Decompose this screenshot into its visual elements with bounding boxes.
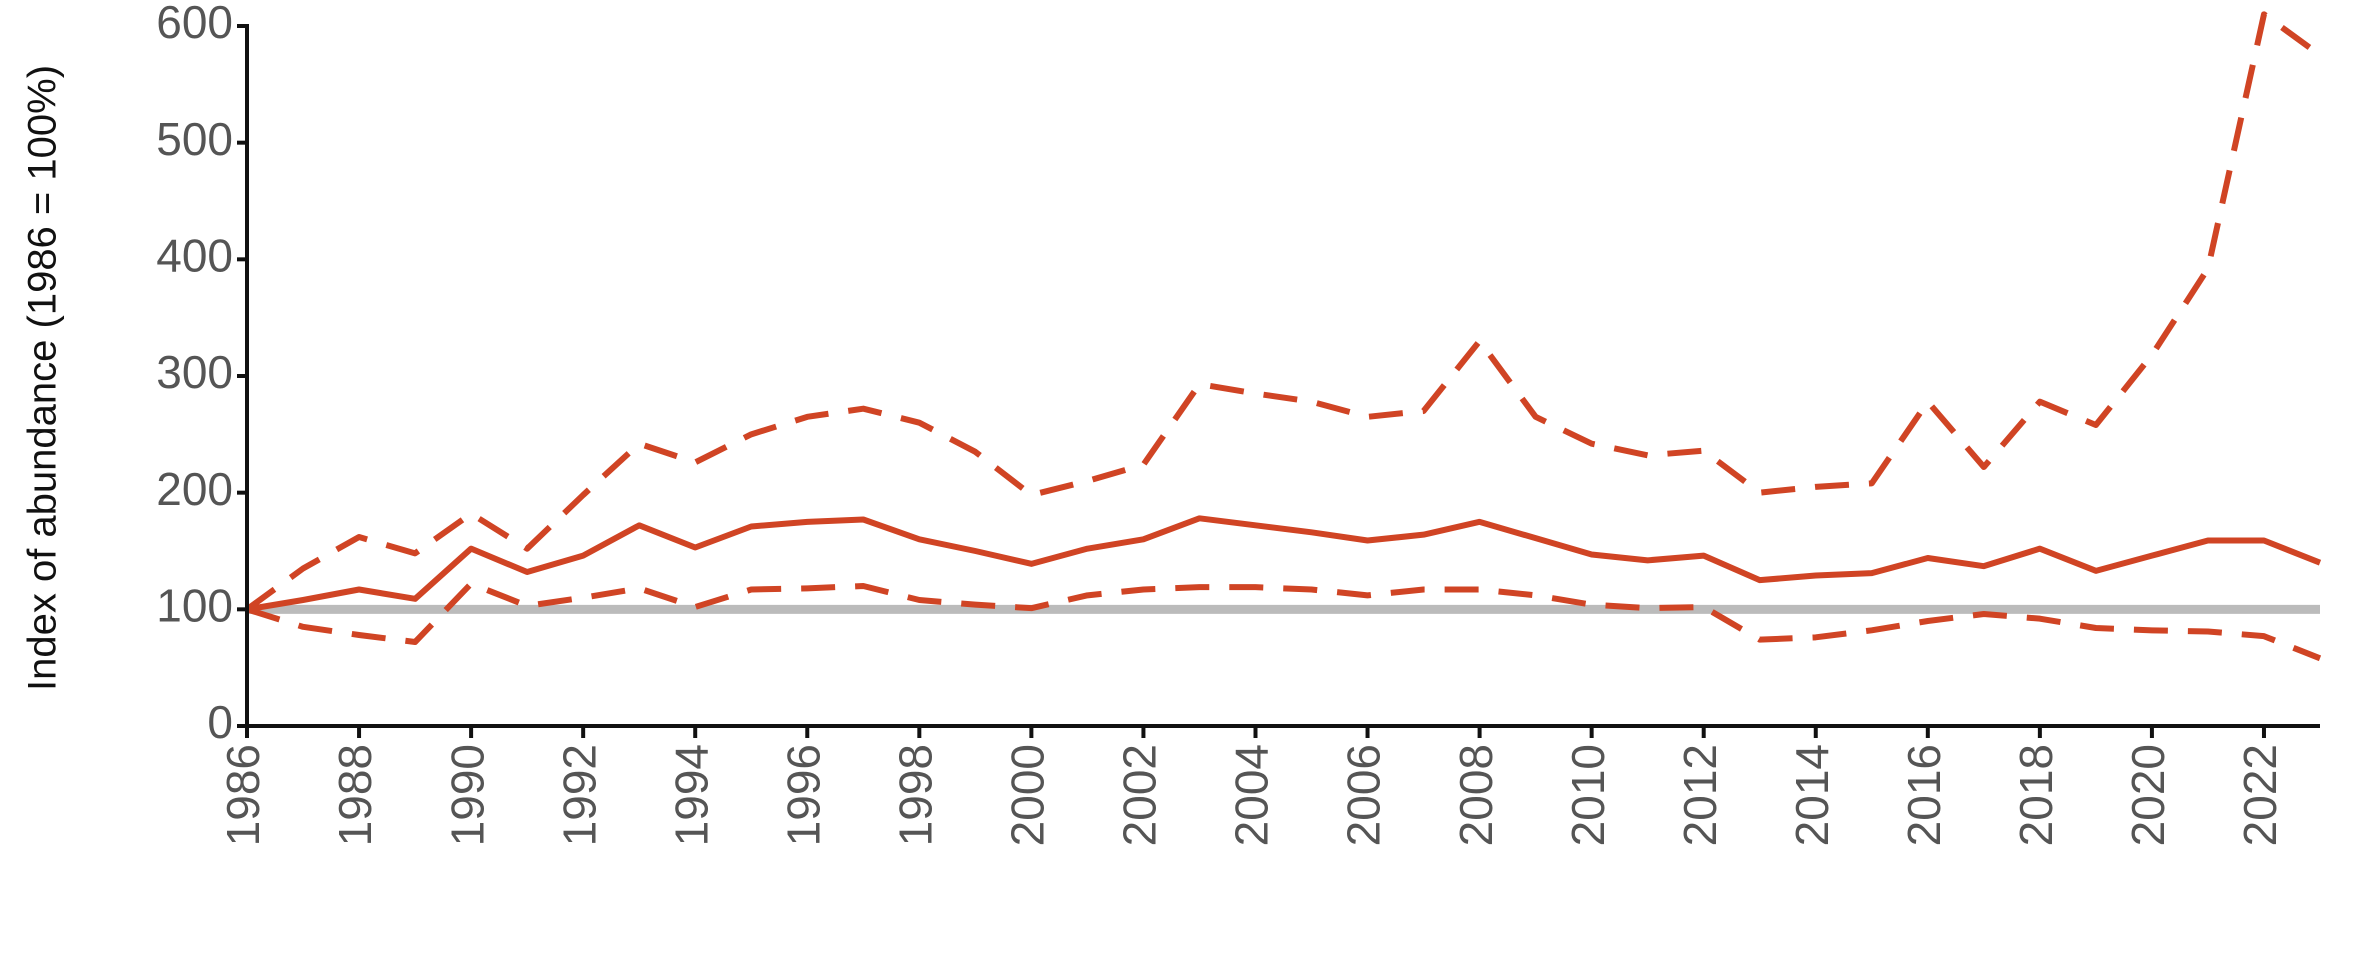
y-axis-label: Index of abundance (1986 = 100%) — [21, 65, 65, 691]
y-tick-label: 0 — [207, 696, 233, 748]
x-tick-label: 1988 — [329, 744, 381, 846]
y-tick-label: 400 — [156, 229, 233, 281]
x-tick-label: 2010 — [1562, 744, 1614, 846]
x-tick-label: 2006 — [1338, 744, 1390, 846]
y-tick-label: 100 — [156, 579, 233, 631]
x-tick-label: 1990 — [441, 744, 493, 846]
y-tick-label: 200 — [156, 463, 233, 515]
x-tick-label: 1994 — [665, 744, 717, 846]
x-tick-label: 2000 — [1002, 744, 1054, 846]
x-tick-label: 2014 — [1786, 744, 1838, 846]
series-line — [245, 11, 2322, 612]
x-tick-label: 2008 — [1450, 744, 1502, 846]
x-tick-label: 1996 — [777, 744, 829, 846]
x-tick-label: 1986 — [217, 744, 269, 846]
x-tick-label: 2016 — [1898, 744, 1950, 846]
x-tick-label: 2020 — [2122, 744, 2174, 846]
x-tick-label: 2002 — [1114, 744, 1166, 846]
x-tick-label: 2018 — [2010, 744, 2062, 846]
series-line — [246, 515, 2322, 613]
y-tick-label: 300 — [156, 346, 233, 398]
x-tick-label: 2012 — [1674, 744, 1726, 846]
x-tick-label: 2022 — [2234, 744, 2286, 846]
series-line — [246, 580, 2322, 662]
x-tick-label: 1992 — [553, 744, 605, 846]
y-tick-label: 500 — [156, 113, 233, 165]
y-tick-label: 600 — [156, 0, 233, 48]
x-tick-label: 2004 — [1226, 744, 1278, 846]
x-tick-label: 1998 — [889, 744, 941, 846]
